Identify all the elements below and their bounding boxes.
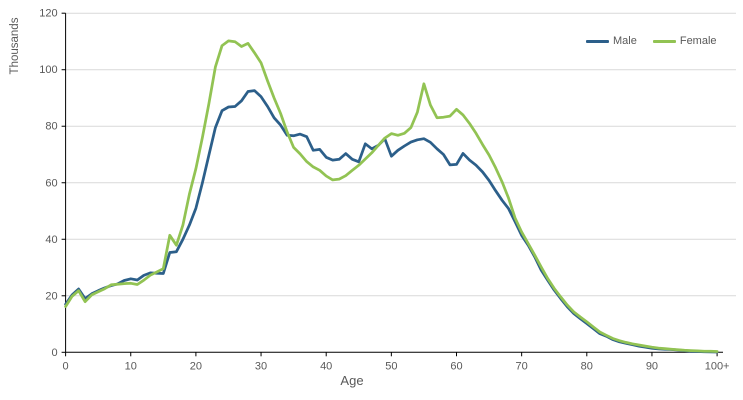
legend-label-female: Female: [679, 35, 717, 47]
x-tick-label: 30: [255, 360, 267, 372]
x-axis-title: Age: [340, 373, 363, 388]
legend: Male Female: [586, 35, 717, 47]
y-tick-label: 40: [45, 234, 57, 246]
male-line-swatch: [586, 39, 609, 43]
y-axis-title: Thousands: [9, 17, 21, 74]
y-tick-label: 0: [51, 347, 57, 359]
y-tick-label: 80: [45, 121, 57, 133]
x-tick-label: 60: [450, 360, 462, 372]
x-tick-label: 40: [320, 360, 332, 372]
y-tick-label: 60: [45, 177, 57, 189]
x-tick-label: 20: [190, 360, 202, 372]
x-tick-label: 100+: [705, 360, 730, 372]
x-tick-label: 10: [125, 360, 137, 372]
legend-item-male: Male: [586, 35, 637, 47]
x-tick-label: 80: [581, 360, 593, 372]
male-line: [64, 89, 719, 354]
female-line-swatch: [652, 39, 676, 43]
y-tick-label: 100: [39, 64, 57, 76]
y-tick-label: 120: [39, 8, 57, 20]
x-tick-label: 50: [385, 360, 397, 372]
legend-item-female: Female: [652, 35, 717, 47]
legend-label-male: Male: [613, 35, 637, 47]
y-tick-label: 20: [45, 290, 57, 302]
data-series: [64, 39, 719, 354]
female-line: [64, 39, 719, 353]
axes: 0 20 40 60 80 100 120 0 10 20 30 40 50 60 70 80 90 100+: [39, 8, 729, 373]
x-tick-label: 90: [646, 360, 658, 372]
x-tick-label: 0: [63, 360, 69, 372]
x-tick-label: 70: [516, 360, 528, 372]
